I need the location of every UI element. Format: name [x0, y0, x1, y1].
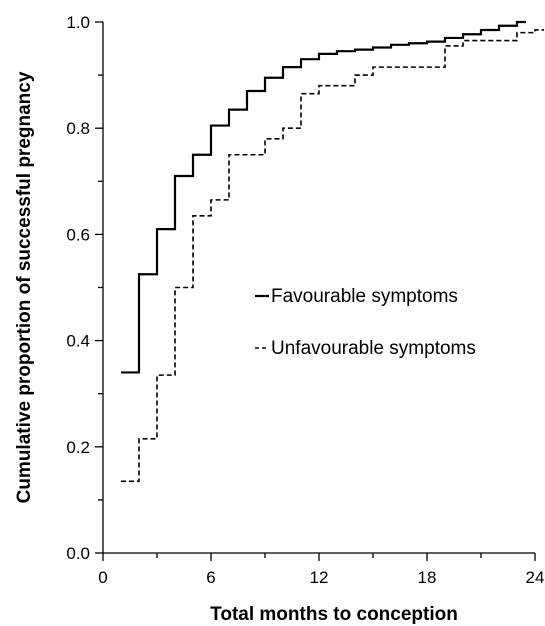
unfavourable-series-line — [121, 29, 544, 483]
x-tick-label: 12 — [310, 568, 329, 587]
x-tick-label: 24 — [526, 568, 545, 587]
y-tick-label: 0.0 — [66, 544, 90, 563]
x-tick-label: 0 — [98, 568, 107, 587]
y-tick-label: 0.8 — [66, 119, 90, 138]
legend-label: Favourable symptoms — [271, 286, 458, 307]
favourable-series-line — [121, 20, 526, 374]
x-tick-label: 6 — [206, 568, 215, 587]
x-axis-title: Total months to conception — [210, 604, 458, 625]
y-axis-title: Cumulative proportion of successful preg… — [14, 71, 35, 503]
y-tick-label: 1.0 — [66, 13, 90, 32]
y-tick-label: 0.6 — [66, 225, 90, 244]
y-tick-label: 0.4 — [66, 332, 90, 351]
y-tick-label: 0.2 — [66, 438, 90, 457]
legend-label: Unfavourable symptoms — [271, 338, 476, 359]
x-tick-label: 18 — [418, 568, 437, 587]
